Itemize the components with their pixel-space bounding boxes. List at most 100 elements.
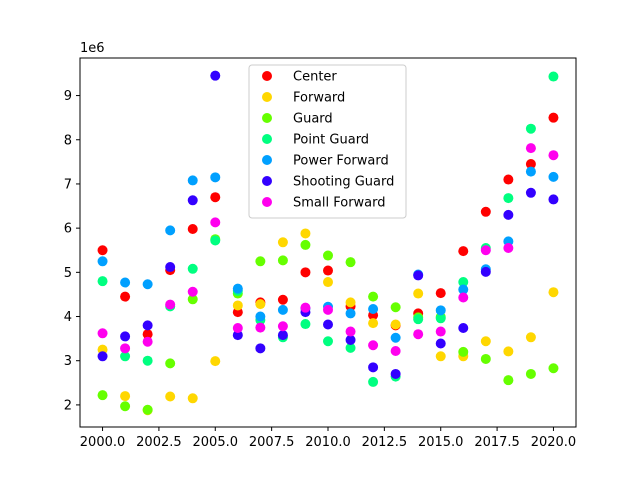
data-point — [142, 279, 153, 290]
legend-label: Shooting Guard — [293, 175, 394, 190]
data-point — [120, 391, 131, 402]
data-point — [300, 267, 311, 278]
data-point — [503, 174, 514, 185]
data-point — [413, 288, 424, 299]
data-point — [255, 311, 266, 322]
data-point — [277, 330, 288, 341]
y-tick-label: 5 — [64, 266, 72, 281]
data-point — [368, 376, 379, 387]
data-point — [323, 304, 333, 315]
data-point — [120, 331, 131, 342]
data-point — [368, 362, 379, 373]
data-point — [97, 256, 108, 267]
data-point — [165, 262, 176, 273]
data-point — [97, 351, 108, 362]
data-point — [525, 368, 536, 379]
data-point — [142, 355, 153, 366]
data-point — [548, 194, 559, 205]
data-point — [277, 304, 288, 315]
data-point — [120, 351, 131, 362]
data-point — [458, 246, 469, 257]
data-point — [525, 143, 536, 154]
legend-marker — [262, 71, 272, 81]
data-point — [503, 193, 514, 204]
data-point — [255, 322, 266, 333]
data-point — [548, 71, 559, 82]
data-point — [548, 112, 559, 123]
x-tick-label: 2012.5 — [362, 435, 408, 450]
data-point — [503, 243, 514, 254]
data-points — [97, 70, 559, 416]
data-point — [503, 346, 514, 357]
data-point — [480, 266, 491, 277]
data-point — [368, 340, 379, 351]
data-point — [165, 358, 176, 369]
data-point — [210, 70, 221, 81]
data-point — [525, 187, 536, 198]
data-point — [232, 300, 243, 311]
data-point — [97, 328, 108, 339]
legend-marker — [262, 155, 272, 165]
data-point — [435, 351, 446, 362]
data-point — [368, 318, 379, 329]
data-point — [368, 291, 379, 302]
data-point — [142, 336, 153, 347]
data-point — [435, 326, 446, 337]
data-point — [300, 302, 311, 313]
data-point — [390, 319, 401, 330]
data-point — [232, 330, 243, 341]
legend-box — [248, 64, 407, 219]
data-point — [120, 401, 131, 412]
data-point — [458, 346, 469, 357]
data-point — [165, 299, 176, 310]
data-point — [480, 245, 491, 256]
data-point — [120, 291, 131, 302]
legend-label: Power Forward — [293, 154, 389, 169]
data-point — [255, 256, 266, 267]
data-point — [142, 320, 153, 331]
data-point — [435, 288, 446, 299]
data-point — [232, 283, 243, 294]
legend: Center Forward Guard Point Guard Power Forwa… — [248, 64, 407, 219]
data-point — [525, 332, 536, 343]
y-tick-label: 9 — [64, 89, 72, 104]
data-point — [345, 308, 356, 319]
data-point — [97, 276, 108, 287]
x-tick-label: 2020.0 — [531, 435, 577, 450]
data-point — [525, 166, 536, 177]
data-point — [390, 302, 401, 313]
data-point — [345, 334, 356, 345]
data-point — [435, 313, 446, 324]
data-point — [458, 323, 469, 334]
y-tick-label: 6 — [64, 222, 72, 237]
data-point — [368, 304, 379, 315]
data-point — [458, 284, 469, 295]
data-point — [390, 345, 401, 356]
data-point — [390, 332, 401, 343]
data-point — [277, 237, 288, 248]
data-point — [187, 286, 198, 297]
legend-marker — [262, 176, 272, 186]
x-tick-label: 2000.0 — [80, 435, 126, 450]
data-point — [503, 209, 514, 220]
data-point — [97, 390, 108, 401]
data-point — [323, 336, 333, 347]
legend-marker — [262, 92, 272, 102]
data-point — [277, 321, 288, 332]
x-tick-label: 2005.0 — [193, 435, 239, 450]
data-point — [435, 338, 446, 349]
data-point — [142, 329, 153, 340]
legend-label: Point Guard — [293, 133, 369, 148]
data-point — [300, 319, 311, 330]
data-point — [210, 217, 221, 228]
data-point — [120, 277, 131, 288]
data-point — [413, 329, 424, 340]
data-point — [525, 123, 536, 134]
data-point — [345, 342, 356, 353]
data-point — [548, 171, 559, 182]
data-point — [255, 299, 266, 310]
data-point — [413, 270, 424, 281]
data-point — [323, 265, 333, 276]
data-point — [165, 391, 176, 402]
y-tick-label: 7 — [64, 177, 72, 192]
